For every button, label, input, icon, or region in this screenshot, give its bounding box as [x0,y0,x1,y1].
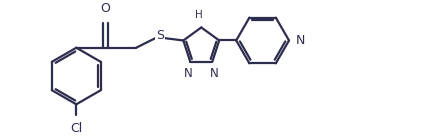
Text: N: N [210,67,218,80]
Text: S: S [156,29,164,42]
Text: N: N [184,67,193,80]
Text: O: O [101,2,110,15]
Text: N: N [295,34,305,47]
Text: Cl: Cl [70,122,82,135]
Text: H: H [195,10,203,20]
